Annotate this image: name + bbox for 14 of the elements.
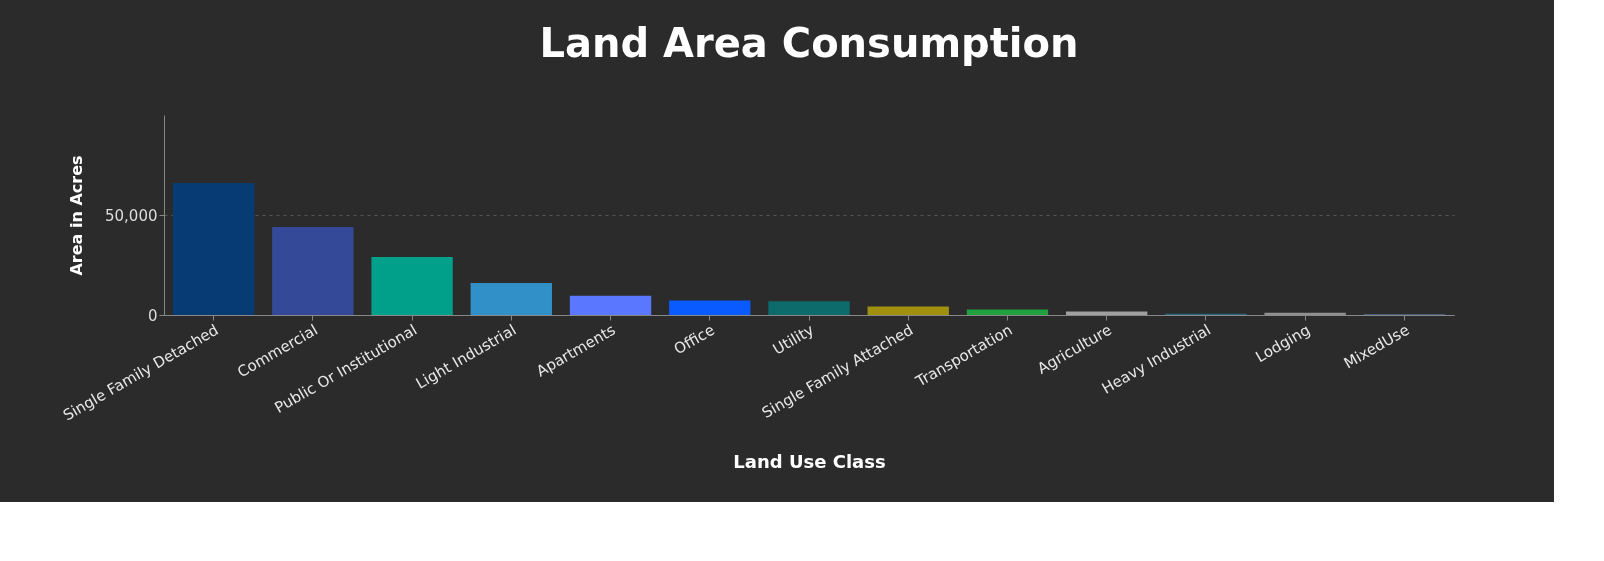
bar	[768, 301, 850, 315]
chart-title: Land Area Consumption	[539, 20, 1079, 66]
bar	[867, 306, 949, 315]
y-tick-label: 50,000	[105, 206, 158, 225]
bar	[966, 309, 1049, 315]
bar	[272, 227, 354, 315]
bar	[172, 183, 255, 315]
bar	[669, 300, 751, 315]
y-tick-label: 0	[147, 306, 158, 325]
bar	[371, 257, 453, 315]
x-axis-title: Land Use Class	[733, 450, 886, 472]
bar	[470, 283, 552, 315]
y-axis-title: Area in Acres	[67, 155, 87, 276]
bar	[569, 295, 652, 315]
